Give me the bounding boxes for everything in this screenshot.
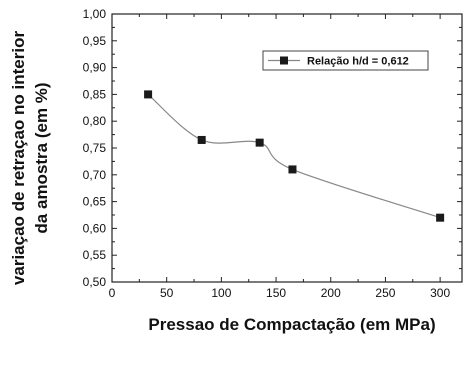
x-tick-label: 200 (321, 286, 341, 300)
y-tick-label: 0,85 (83, 87, 107, 101)
data-point (255, 138, 264, 147)
data-point (144, 90, 153, 99)
y-tick-label: 0,65 (83, 195, 107, 209)
y-tick-label: 0,60 (83, 221, 107, 235)
y-axis-ticks: 0,50 0,55 0,60 0,65 0,70 0,75 0,80 0,85 0,90 0,95… (83, 7, 462, 289)
x-tick-label: 0 (109, 286, 116, 300)
x-tick-label: 300 (430, 286, 450, 300)
x-tick-label: 150 (266, 286, 286, 300)
legend-label: Relação h/d = 0,612 (307, 56, 409, 68)
x-axis-title: Pressao de Compactação (em MPa) (148, 315, 435, 334)
x-tick-label: 50 (160, 286, 174, 300)
y-axis-title-line-2: da amostra (em %) (32, 82, 51, 233)
y-tick-label: 1,00 (83, 7, 107, 21)
x-tick-label: 250 (375, 286, 395, 300)
series-points (144, 90, 445, 222)
x-axis-ticks: 0 50 100 150 200 250 300 (109, 14, 450, 300)
y-tick-label: 0,90 (83, 61, 107, 75)
y-tick-label: 0,75 (83, 141, 107, 155)
series-curve (147, 93, 441, 219)
data-point (288, 165, 297, 174)
y-tick-label: 0,50 (83, 275, 107, 289)
x-tick-label: 100 (211, 286, 231, 300)
y-tick-label: 0,80 (83, 114, 107, 128)
legend: Relação h/d = 0,612 (262, 50, 429, 71)
data-point (197, 135, 206, 144)
y-tick-label: 0,70 (83, 168, 107, 182)
y-tick-label: 0,55 (83, 248, 107, 262)
plot-frame (111, 13, 463, 283)
legend-box (262, 50, 429, 71)
y-tick-label: 0,95 (83, 34, 107, 48)
data-point (436, 213, 445, 222)
y-axis-title-line-1: variaçao de retraçao no interior (9, 31, 28, 286)
legend-marker (280, 56, 288, 65)
